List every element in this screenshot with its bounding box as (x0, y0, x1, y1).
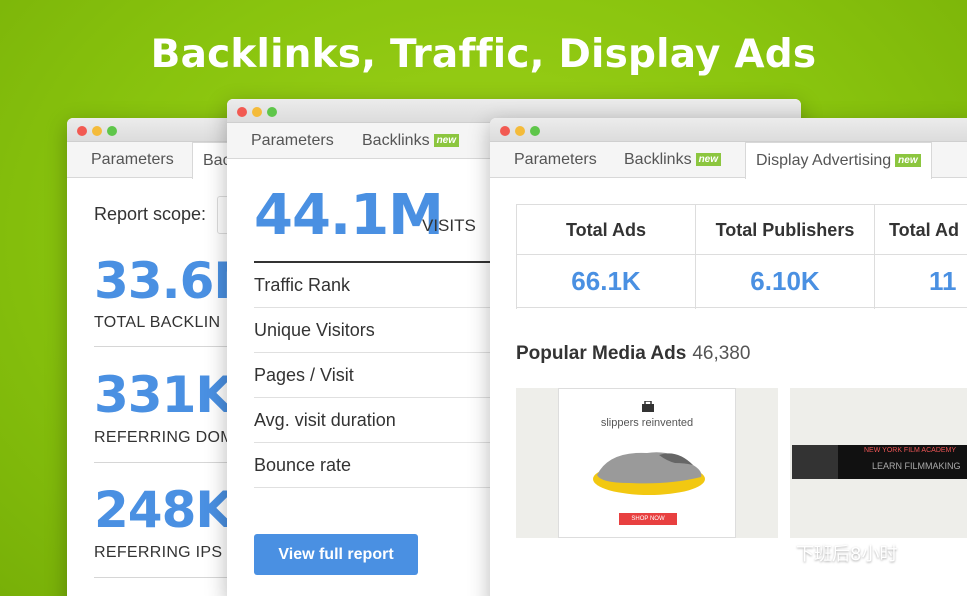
metric-traffic-rank: Traffic Rank (254, 263, 494, 308)
stat-total-ads: Total Ads 66.1K (516, 205, 695, 309)
metric-bounce-rate: Bounce rate (254, 443, 494, 488)
bag-icon (642, 401, 654, 412)
tab-parameters[interactable]: Parameters (91, 151, 174, 168)
window-titlebar (490, 118, 967, 142)
new-badge: new (895, 154, 921, 167)
tab-display-advertising[interactable]: Display Advertising new (745, 142, 932, 179)
stat-header: Total Ads (517, 205, 695, 255)
minimize-window-button[interactable] (515, 126, 525, 136)
tab-parameters[interactable]: Parameters (514, 151, 597, 168)
ad-line-2: LEARN FILMMAKING (872, 461, 961, 471)
ad-shop-button: SHOP NOW (619, 513, 677, 525)
tab-label: Display Advertising (756, 152, 892, 169)
tab-bar: Parameters Backlinks new Display Advertis… (490, 142, 967, 179)
referring-ips-label: REFERRING IPS (94, 544, 223, 561)
wechat-icon (760, 542, 790, 563)
maximize-window-button[interactable] (107, 126, 117, 136)
divider (94, 577, 267, 578)
ad-line-1: NEW YORK FILM ACADEMY (864, 447, 957, 454)
ad-banner: NEW YORK FILM ACADEMY LEARN FILMMAKING (792, 445, 967, 479)
view-full-report-button[interactable]: View full report (254, 534, 418, 575)
metric-pages-per-visit: Pages / Visit (254, 353, 494, 398)
stat-header: Total Ad (875, 205, 967, 255)
visits-label: VISITS (422, 216, 476, 235)
new-badge: new (695, 153, 722, 166)
divider (94, 462, 267, 463)
watermark-text: 下班后8小时 (796, 544, 898, 565)
wechat-watermark: 下班后8小时 (760, 540, 897, 566)
divider (94, 346, 267, 347)
ad-caption: slippers reinvented (600, 417, 694, 429)
stat-total-publishers: Total Publishers 6.10K (695, 205, 874, 309)
referring-ips-value: 248K (94, 481, 234, 539)
referring-domains-label: REFERRING DOM (94, 429, 234, 446)
metric-unique-visitors: Unique Visitors (254, 308, 494, 353)
slipper-image (593, 452, 705, 495)
stat-value: 66.1K (571, 266, 641, 296)
close-window-button[interactable] (500, 126, 510, 136)
ad-card[interactable]: NEW YORK FILM ACADEMY LEARN FILMMAKING (790, 388, 967, 538)
tab-label: Backlinks (624, 151, 692, 168)
display-ads-window: Parameters Backlinks new Display Advertis… (490, 118, 967, 596)
popular-label: Popular Media Ads (516, 343, 687, 364)
popular-count: 46,380 (692, 343, 751, 364)
divider (254, 261, 494, 263)
tab-backlinks[interactable]: Backlinks new (614, 142, 731, 178)
ad-preview: slippers reinvented SHOP NOW (558, 388, 736, 538)
visits-value: 44.1M (254, 183, 444, 248)
stat-total-ad: Total Ad 11 (874, 205, 967, 309)
stat-value: 6.10K (750, 266, 820, 296)
total-backlinks-label: TOTAL BACKLIN (94, 314, 221, 331)
tab-parameters[interactable]: Parameters (251, 132, 334, 149)
ad-photo (792, 445, 838, 479)
new-badge: new (433, 134, 460, 147)
stat-header: Total Publishers (696, 205, 874, 255)
tab-label: Backlinks (362, 132, 430, 149)
referring-domains-value: 331K (94, 366, 234, 424)
report-scope-label: Report scope: (94, 204, 207, 224)
close-window-button[interactable] (237, 107, 247, 117)
hero-title: Backlinks, Traffic, Display Ads (150, 32, 817, 77)
close-window-button[interactable] (77, 126, 87, 136)
tab-backlinks[interactable]: Backlinks new (352, 123, 469, 159)
minimize-window-button[interactable] (252, 107, 262, 117)
metric-avg-visit-duration: Avg. visit duration (254, 398, 494, 443)
minimize-window-button[interactable] (92, 126, 102, 136)
maximize-window-button[interactable] (267, 107, 277, 117)
ad-card[interactable]: slippers reinvented SHOP NOW (516, 388, 778, 538)
maximize-window-button[interactable] (530, 126, 540, 136)
stat-value: 11 (929, 266, 957, 296)
ad-stats-table: Total Ads 66.1K Total Publishers 6.10K T… (516, 204, 967, 309)
popular-media-ads-heading: Popular Media Ads 46,380 (516, 343, 750, 365)
